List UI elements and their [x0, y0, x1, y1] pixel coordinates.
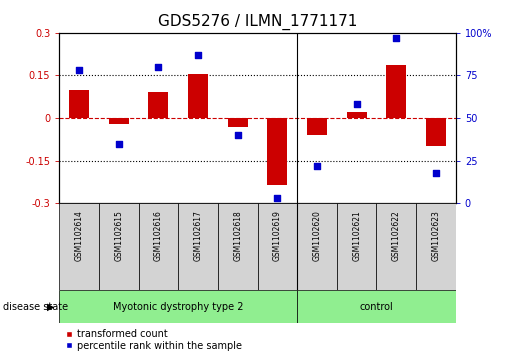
Point: [273, 195, 281, 201]
Bar: [59, 290, 297, 323]
Bar: [307, 118, 327, 135]
Bar: [148, 93, 168, 118]
Legend: transformed count, percentile rank within the sample: transformed count, percentile rank withi…: [64, 328, 243, 352]
Bar: [376, 203, 416, 290]
Text: Myotonic dystrophy type 2: Myotonic dystrophy type 2: [113, 302, 244, 312]
Text: GSM1102614: GSM1102614: [75, 210, 83, 261]
Text: GSM1102618: GSM1102618: [233, 210, 242, 261]
Point: [352, 101, 360, 107]
Bar: [59, 203, 99, 290]
Text: GSM1102616: GSM1102616: [154, 210, 163, 261]
Bar: [426, 118, 446, 146]
Point: [432, 170, 440, 175]
Text: GSM1102619: GSM1102619: [273, 210, 282, 261]
Point: [75, 67, 83, 73]
Point: [114, 141, 123, 147]
Title: GDS5276 / ILMN_1771171: GDS5276 / ILMN_1771171: [158, 14, 357, 30]
Point: [233, 132, 242, 138]
Text: GSM1102615: GSM1102615: [114, 210, 123, 261]
Point: [313, 163, 321, 169]
Bar: [69, 90, 89, 118]
Bar: [297, 290, 456, 323]
Bar: [297, 203, 337, 290]
Text: GSM1102620: GSM1102620: [313, 210, 321, 261]
Bar: [416, 203, 456, 290]
Point: [154, 64, 162, 70]
Text: GSM1102621: GSM1102621: [352, 210, 361, 261]
Text: control: control: [359, 302, 393, 312]
Bar: [188, 74, 208, 118]
Text: ▶: ▶: [47, 302, 55, 312]
Point: [392, 35, 401, 41]
Text: GSM1102617: GSM1102617: [194, 210, 202, 261]
Bar: [109, 118, 129, 124]
Bar: [139, 203, 178, 290]
Bar: [386, 65, 406, 118]
Bar: [337, 203, 376, 290]
Bar: [228, 118, 248, 127]
Bar: [178, 203, 218, 290]
Point: [194, 52, 202, 58]
Text: disease state: disease state: [3, 302, 67, 312]
Bar: [267, 118, 287, 185]
Text: GSM1102622: GSM1102622: [392, 210, 401, 261]
Bar: [99, 203, 139, 290]
Bar: [218, 203, 258, 290]
Text: GSM1102623: GSM1102623: [432, 210, 440, 261]
Bar: [258, 203, 297, 290]
Bar: [347, 112, 367, 118]
